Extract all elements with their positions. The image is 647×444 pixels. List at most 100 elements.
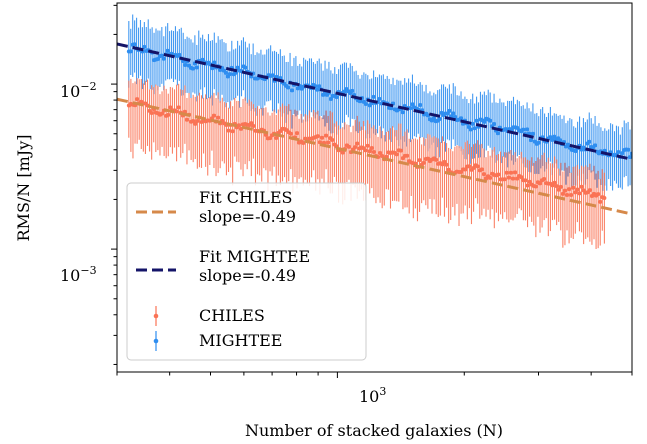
mightee-point: [235, 65, 240, 70]
chiles-point: [135, 97, 140, 102]
chiles-point: [365, 143, 370, 148]
chiles-point: [577, 191, 582, 196]
mightee-point: [573, 149, 578, 154]
chiles-point: [569, 193, 574, 198]
chiles-point: [527, 179, 532, 184]
legend-chiles-swatch: [153, 306, 159, 326]
y-axis-label: RMS/N [mJy]: [14, 135, 33, 242]
chiles-point: [479, 167, 484, 172]
mightee-point: [227, 72, 232, 77]
chiles-point: [369, 146, 374, 151]
mightee-point: [418, 102, 423, 107]
chiles-point: [567, 187, 572, 192]
mightee-point: [270, 73, 275, 78]
mightee-point: [495, 131, 500, 136]
mightee-point: [552, 134, 557, 139]
chiles-point: [319, 135, 324, 140]
chiles-point: [268, 136, 273, 141]
mightee-point: [558, 138, 563, 143]
chiles-point: [556, 187, 561, 192]
mightee-point: [492, 121, 497, 126]
chiles-point: [355, 141, 360, 146]
chiles-point: [506, 175, 511, 180]
chiles-point: [475, 164, 480, 169]
chiles-point: [513, 170, 518, 175]
mightee-point: [548, 135, 553, 140]
chiles-point: [565, 193, 570, 198]
mightee-point: [408, 106, 413, 111]
chiles-point: [346, 144, 351, 149]
chiles-point: [538, 181, 543, 186]
mightee-point: [459, 116, 464, 121]
chiles-point: [216, 115, 221, 120]
mightee-point: [400, 110, 405, 115]
mightee-point: [334, 95, 339, 100]
mightee-point: [616, 149, 621, 154]
chiles-point: [504, 170, 509, 175]
legend-fit-chiles-label-2: slope=-0.49: [199, 207, 296, 226]
mightee-point: [472, 126, 477, 131]
chiles-point: [542, 176, 547, 181]
chiles-point: [176, 105, 181, 110]
mightee-point: [437, 116, 442, 121]
chiles-point: [367, 149, 372, 154]
x-tick-label-10e3: 103: [359, 385, 386, 406]
mightee-point: [447, 108, 452, 113]
mightee-point: [410, 102, 415, 107]
mightee-point: [142, 44, 147, 49]
chiles-point: [274, 136, 279, 141]
mightee-point: [628, 155, 632, 160]
chiles-point: [193, 121, 198, 126]
chiles-point: [166, 112, 171, 117]
chiles-point: [573, 190, 578, 195]
chiles-point: [560, 191, 565, 196]
mightee-point: [431, 116, 436, 121]
mightee-point: [194, 65, 199, 70]
chiles-point: [575, 187, 580, 192]
mightee-point: [177, 52, 182, 57]
mightee-point: [389, 106, 394, 111]
chiles-point: [251, 124, 256, 129]
legend-fit-mightee-label-2: slope=-0.49: [199, 266, 296, 285]
chiles-point: [602, 195, 607, 200]
chiles-point: [488, 175, 493, 180]
legend-mightee-swatch: [153, 331, 159, 351]
chiles-point: [149, 111, 154, 116]
tick-layer: [111, 4, 633, 378]
mightee-point: [350, 88, 355, 93]
mightee-point: [212, 60, 217, 65]
mightee-point: [468, 127, 473, 132]
mightee-point: [328, 97, 333, 102]
mightee-point: [210, 66, 215, 71]
data-layer: [117, 14, 632, 249]
legend-fit-mightee-label-1: Fit MIGHTEE: [199, 247, 310, 266]
chiles-point: [467, 164, 472, 169]
mightee-point: [371, 94, 376, 99]
mightee-point: [161, 56, 166, 61]
chiles-point: [353, 145, 358, 150]
chiles-point: [558, 184, 563, 189]
x-axis-label: Number of stacked galaxies (N): [245, 421, 503, 440]
chiles-point: [525, 183, 530, 188]
mightee-point: [530, 131, 535, 136]
legend-chiles-label: CHILES: [199, 306, 265, 325]
mightee-point: [525, 127, 530, 132]
mightee-point: [587, 139, 592, 144]
mightee-point: [426, 113, 431, 118]
legend: Fit CHILES slope=-0.49 Fit MIGHTEE slope…: [126, 182, 367, 361]
chiles-point: [496, 172, 501, 177]
mightee-point: [451, 111, 456, 116]
chiles-point: [533, 184, 538, 189]
chiles-point: [195, 118, 200, 123]
mightee-point: [528, 138, 533, 143]
chiles-point: [249, 121, 254, 126]
chiles-point: [554, 184, 559, 189]
chiles-point: [380, 153, 385, 158]
chiles-point: [236, 123, 241, 128]
mightee-point: [626, 147, 631, 152]
chiles-point: [230, 129, 235, 134]
chiles-point: [421, 160, 426, 165]
mightee-point: [321, 92, 326, 97]
mightee-point: [593, 143, 598, 148]
mightee-point: [165, 48, 170, 53]
